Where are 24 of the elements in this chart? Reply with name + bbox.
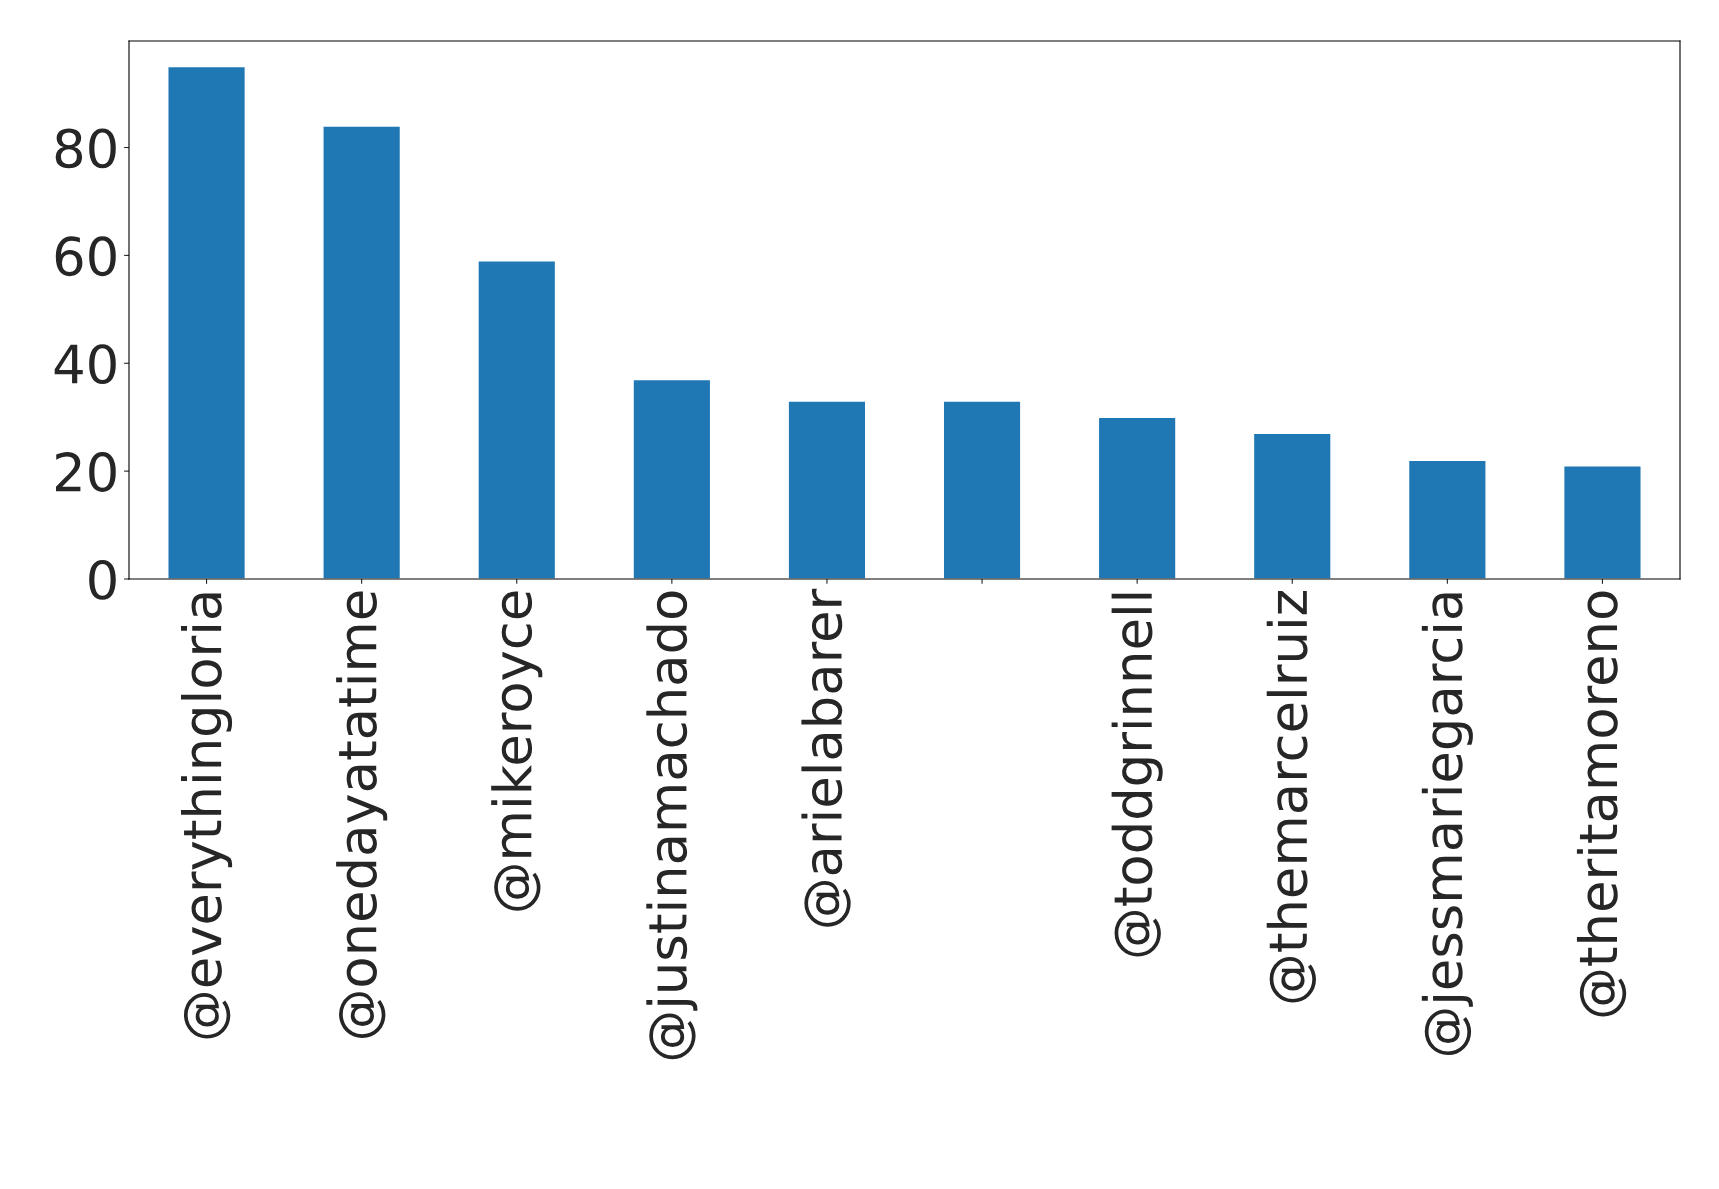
x-tick-label: @mikeroyce [491,591,543,911]
x-tick-label: @theritamoreno [1576,591,1627,1017]
bar [1407,459,1487,579]
x-tick-label: @everythingloria [181,593,233,1039]
x-tick-label: @arielabarer [801,588,851,927]
bar [1097,416,1177,579]
bar [632,378,712,579]
x-tick-label: @themarcelruiz [1266,590,1316,1003]
y-tick-label: 80 [55,128,116,169]
bar [942,400,1022,579]
y-tick-label: 20 [55,452,116,492]
bar [1252,432,1332,579]
bar [167,65,247,579]
x-tick-label: @justinamachado [646,591,698,1060]
y-tick-label: 0 [89,559,116,600]
bar [322,125,402,579]
bar [1562,465,1642,579]
x-tick-label: @jessmariegarcia [1421,593,1473,1056]
x-tick-label: @onedayatatime [336,591,388,1038]
y-tick-label: 40 [54,344,116,385]
y-tick-label: 60 [55,236,116,277]
bar [787,400,867,579]
x-tick-label: @toddgrinnell [1111,593,1163,957]
bar [477,260,557,579]
